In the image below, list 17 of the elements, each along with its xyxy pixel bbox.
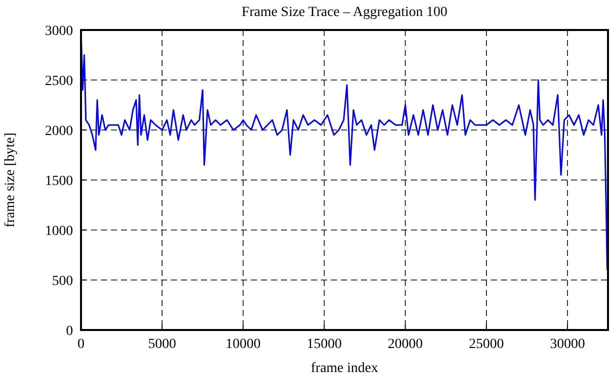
x-tick-label: 5000 xyxy=(148,337,176,352)
y-tick-label: 1000 xyxy=(45,224,73,239)
y-tick-label: 2000 xyxy=(45,124,73,139)
y-tick-label: 3000 xyxy=(45,24,73,39)
y-tick-label: 2500 xyxy=(45,74,73,89)
x-tick-label: 20000 xyxy=(388,337,423,352)
y-tick-label: 500 xyxy=(52,274,73,289)
chart-title: Frame Size Trace – Aggregation 100 xyxy=(242,5,448,20)
x-tick-label: 15000 xyxy=(306,337,342,352)
x-tick-label: 25000 xyxy=(468,337,504,352)
x-tick-label: 10000 xyxy=(226,337,261,352)
x-axis-title: frame index xyxy=(310,361,378,376)
x-tick-label: 0 xyxy=(78,337,84,352)
y-tick-label: 0 xyxy=(66,324,73,339)
y-axis-title: frame size [byte] xyxy=(3,132,18,228)
x-tick-label: 30000 xyxy=(550,337,585,352)
y-tick-label: 1500 xyxy=(45,174,73,189)
